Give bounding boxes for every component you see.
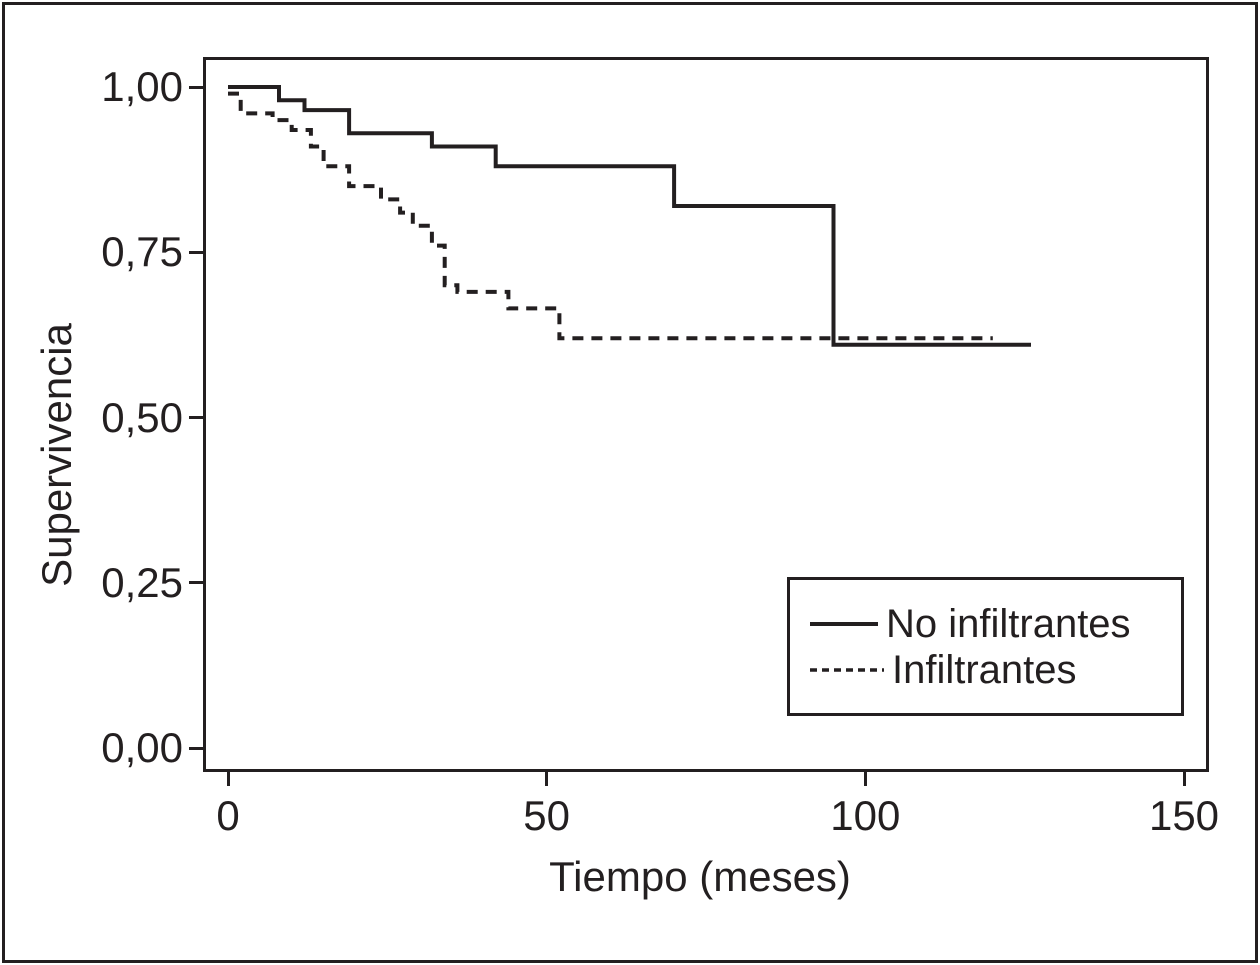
x-tick-label: 50 xyxy=(523,792,571,839)
legend-label: Infiltrantes xyxy=(892,647,1077,692)
legend-item-no-infiltrantes: No infiltrantes xyxy=(810,601,1181,647)
legend-label: No infiltrantes xyxy=(886,601,1131,646)
x-tick xyxy=(226,772,230,786)
x-tick-label: 150 xyxy=(1148,792,1220,839)
legend: No infiltrantes Infiltrantes xyxy=(787,577,1184,716)
solid-line-swatch-icon xyxy=(810,621,878,626)
dashed-line-swatch-icon xyxy=(810,667,884,672)
y-tick-label: 0,00 xyxy=(101,723,183,771)
y-tick xyxy=(189,250,203,254)
y-tick-label: 0,75 xyxy=(101,228,183,276)
x-tick xyxy=(863,772,867,786)
y-tick-label: 0,25 xyxy=(101,558,183,606)
legend-item-infiltrantes: Infiltrantes xyxy=(810,647,1181,693)
y-tick xyxy=(189,416,203,419)
y-axis-title: Supervivencia xyxy=(33,323,80,587)
y-tick-label: 1,00 xyxy=(101,62,183,110)
y-tick xyxy=(189,85,203,89)
y-tick-label: 0,50 xyxy=(101,393,183,441)
y-tick xyxy=(189,746,203,750)
x-tick xyxy=(545,772,549,786)
x-tick-label: 0 xyxy=(216,792,240,839)
x-axis-title: Tiempo (meses) xyxy=(549,853,851,900)
y-tick xyxy=(189,581,203,585)
x-tick xyxy=(1182,772,1186,786)
x-tick-label: 100 xyxy=(830,792,901,839)
